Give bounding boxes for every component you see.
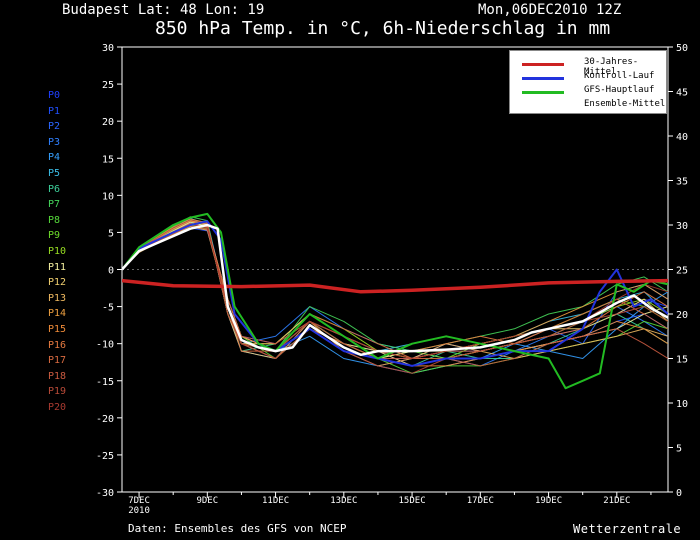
member-label-p9: P9: [48, 230, 61, 242]
y-right-tick-label: 50: [676, 43, 688, 54]
x-tick-label: 13DEC: [330, 496, 357, 506]
y-right-tick-label: 25: [676, 266, 688, 277]
member-label-p8: P8: [48, 214, 61, 226]
member-label-p20: P20: [48, 401, 67, 413]
member-label-p12: P12: [48, 277, 67, 289]
legend-item-gfs-main-run: GFS-Hauptlauf: [516, 85, 666, 99]
y-right-tick-label: 40: [676, 132, 688, 143]
y-right-tick-label: 30: [676, 221, 688, 232]
y-right-tick-label: 0: [676, 488, 682, 499]
legend-swatch: [522, 77, 564, 80]
legend-swatch: [522, 63, 564, 66]
y-left-tick-label: 20: [102, 117, 114, 128]
member-label-p0: P0: [48, 90, 61, 101]
y-right-tick-label: 5: [676, 444, 682, 455]
y-left-tick-label: -20: [96, 414, 114, 425]
x-tick-label: 19DEC: [535, 496, 562, 506]
y-left-tick-label: 0: [108, 266, 114, 277]
y-left-tick-label: -5: [102, 303, 114, 314]
x-tick-label: 2010: [128, 506, 150, 516]
member-label-p5: P5: [48, 167, 61, 179]
x-tick-label: 15DEC: [399, 496, 426, 506]
legend-item-ensemble-mean: Ensemble-Mittel: [516, 99, 666, 113]
legend-label: 30-Jahres-Mittel: [584, 57, 639, 77]
member-label-p17: P17: [48, 355, 67, 367]
legend-item-climatology: 30-Jahres-Mittel: [516, 57, 666, 77]
member-label-p1: P1: [48, 105, 61, 117]
y-left-tick-label: -25: [96, 451, 114, 462]
y-left-tick-label: -10: [96, 340, 114, 351]
member-label-p2: P2: [48, 121, 61, 133]
member-label-p14: P14: [48, 308, 67, 320]
legend-swatch: [522, 105, 564, 108]
legend-label: Ensemble-Mittel: [584, 99, 666, 109]
y-right-tick-label: 15: [676, 355, 688, 366]
ensemble-mean-line: [122, 223, 668, 357]
member-label-p16: P16: [48, 339, 67, 351]
chart-title: 850 hPa Temp. in °C, 6h-Niederschlag in …: [155, 18, 611, 39]
climatology-line: [122, 278, 668, 294]
y-right-tick-label: 45: [676, 88, 688, 99]
legend-label: GFS-Hauptlauf: [584, 85, 655, 95]
y-left-tick-label: -15: [96, 377, 114, 388]
x-tick-label: 9DEC: [196, 496, 218, 506]
location-label: Budapest Lat: 48 Lon: 19: [62, 2, 265, 18]
y-right-tick-label: 20: [676, 310, 688, 321]
member-label-p11: P11: [48, 261, 67, 273]
brand-label: Wetterzentrale: [573, 522, 682, 536]
legend-item-control-run: Kontroll-Lauf: [516, 71, 666, 85]
x-tick-label: 7DEC: [128, 496, 150, 506]
legend-swatch: [522, 91, 564, 94]
y-left-tick-label: 25: [102, 80, 114, 91]
member-line-p18: [122, 225, 668, 367]
y-left-tick-label: 5: [108, 228, 114, 239]
run-date-label: Mon,06DEC2010 12Z: [478, 2, 622, 18]
y-right-tick-label: 35: [676, 177, 688, 188]
member-label-p4: P4: [48, 152, 61, 164]
y-right-tick-label: 10: [676, 399, 688, 410]
y-left-tick-label: 30: [102, 43, 114, 54]
x-tick-label: 17DEC: [467, 496, 494, 506]
member-label-p19: P19: [48, 386, 67, 398]
member-list: P0 P1 P2 P3 P4 P5 P6 P7 P8 P9 P10 P11 P12 P13 P14 P15 P1…: [48, 88, 88, 415]
data-source-label: Daten: Ensembles des GFS von NCEP: [128, 522, 347, 535]
member-label-p10: P10: [48, 245, 67, 257]
member-label-p7: P7: [48, 199, 61, 211]
x-tick-label: 21DEC: [603, 496, 630, 506]
member-label-p18: P18: [48, 370, 67, 382]
y-left-tick-label: -30: [96, 488, 114, 499]
member-label-p15: P15: [48, 323, 67, 335]
legend-label: Kontroll-Lauf: [584, 71, 655, 81]
member-label-p6: P6: [48, 183, 61, 195]
member-label-p13: P13: [48, 292, 67, 304]
y-left-tick-label: 10: [102, 191, 114, 202]
member-label-p3: P3: [48, 136, 61, 148]
y-left-tick-label: 15: [102, 154, 114, 165]
chart-legend: 30-Jahres-Mittel Kontroll-Lauf GFS-Haupt…: [509, 50, 667, 114]
x-tick-label: 11DEC: [262, 496, 289, 506]
